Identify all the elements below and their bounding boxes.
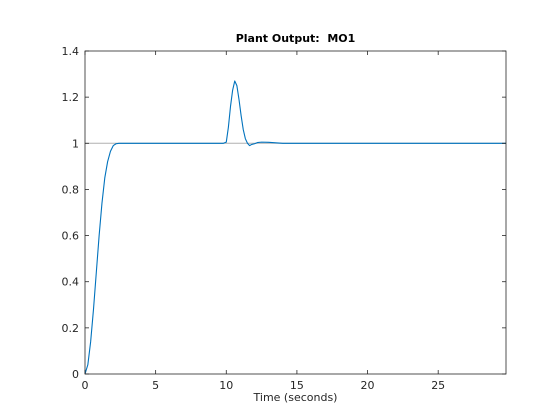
x-tick-label: 20 [361, 379, 375, 392]
x-tick-label: 5 [152, 379, 159, 392]
x-tick-label: 15 [290, 379, 304, 392]
y-tick-label: 1.4 [62, 45, 80, 58]
y-tick-label: 1.2 [62, 91, 80, 104]
axes-background [85, 51, 506, 374]
y-tick-label: 1 [72, 137, 79, 150]
x-tick-label: 25 [431, 379, 445, 392]
tick-layer: 0 5 10 15 20 25 0 0.2 0.4 0.6 0.8 1 1.2 1.4 [62, 45, 506, 392]
x-tick-label: 0 [82, 379, 89, 392]
series-line-0 [84, 80, 506, 375]
y-tick-label: 0 [72, 368, 79, 381]
chart-title: Plant Output: MO1 [236, 32, 356, 45]
y-tick-label: 0.4 [62, 276, 80, 289]
y-tick-label: 0.2 [62, 322, 80, 335]
x-tick-label: 10 [219, 379, 233, 392]
y-tick-label: 0.8 [62, 183, 80, 196]
x-axis-label: Time (seconds) [253, 391, 338, 404]
y-tick-label: 0.6 [62, 230, 80, 243]
axes-box [84, 50, 507, 375]
series-layer [84, 80, 506, 375]
